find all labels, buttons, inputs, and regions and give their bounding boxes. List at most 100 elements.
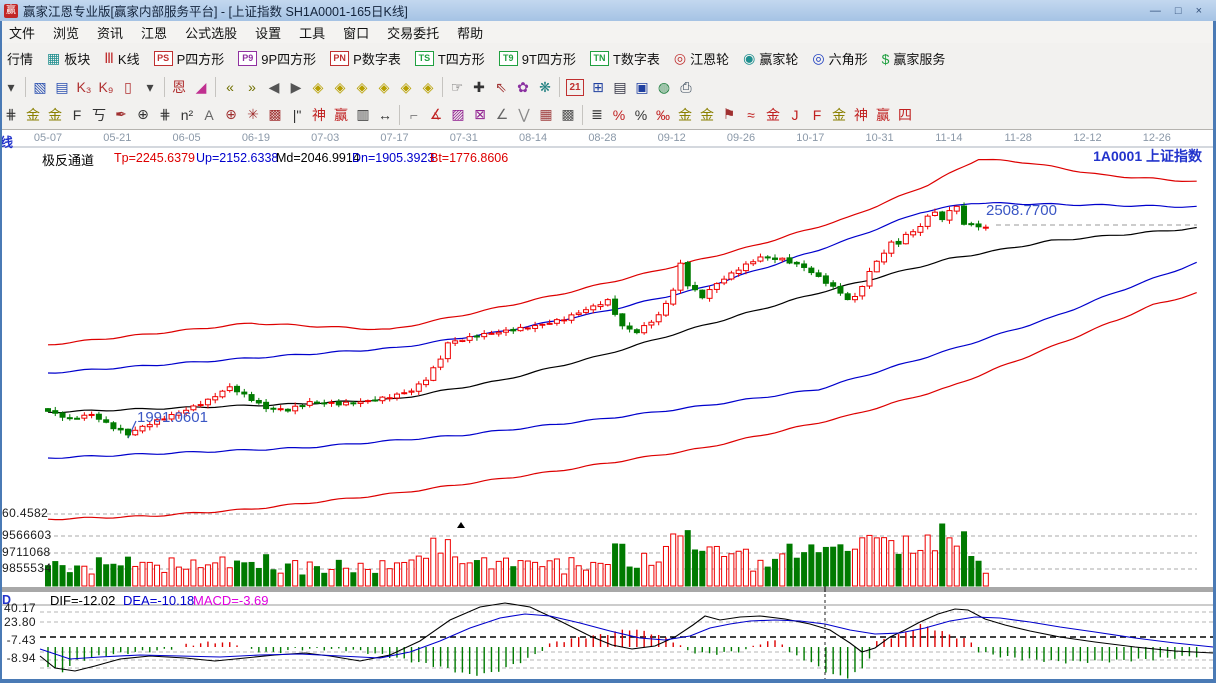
gold-angle-icon[interactable]: 金 xyxy=(766,106,780,123)
candle-type-icon[interactable]: ▯ xyxy=(124,78,132,95)
fan-lines-icon[interactable]: ∡ xyxy=(429,106,443,122)
menu-item[interactable]: 资讯 xyxy=(97,25,124,41)
quote-info-icon[interactable]: ▤ xyxy=(55,78,69,95)
last-page-icon[interactable]: » xyxy=(248,79,256,95)
menu-item[interactable]: 帮助 xyxy=(457,25,484,41)
wave-gold-icon[interactable]: ≈ xyxy=(747,106,755,123)
symbol-label[interactable]: 1A0001 上证指数 xyxy=(1093,148,1202,164)
shen-grid-icon[interactable]: 神 xyxy=(312,106,326,123)
menu-item[interactable]: 文件 xyxy=(9,25,36,41)
zoom-in-icon[interactable]: ◈ xyxy=(378,78,390,95)
fine-grid-icon[interactable]: ⋕ xyxy=(159,106,171,122)
gann-box-icon[interactable]: ✿ xyxy=(517,78,529,95)
compress-icon[interactable]: ◈ xyxy=(400,78,412,95)
price-chart-canvas[interactable] xyxy=(0,129,1216,683)
menu-item[interactable]: 交易委托 xyxy=(387,25,440,41)
export-icon[interactable]: ◍ xyxy=(657,78,671,95)
zone-zoom-icon[interactable]: ▧ xyxy=(33,78,47,95)
gold-ray-icon[interactable]: 金 xyxy=(832,106,846,123)
grid-box-icon[interactable]: ▦ xyxy=(539,106,553,122)
smart-lines-icon[interactable]: ❋ xyxy=(539,78,551,95)
toolbar-sectors[interactable]: ▦ 板块 xyxy=(40,47,97,70)
pointer-delete-icon[interactable]: ⇖ xyxy=(495,78,507,95)
toolbar-gann-wheel[interactable]: ◎ 江恩轮 xyxy=(667,47,736,70)
prev-bar-icon[interactable]: ◀ xyxy=(268,78,280,95)
menu-item[interactable]: 江恩 xyxy=(141,25,168,41)
shift-right-icon[interactable]: ◈ xyxy=(334,78,346,95)
indicator-name[interactable]: 极反通道 xyxy=(42,153,95,168)
save-icon[interactable]: ▣ xyxy=(635,78,649,95)
time-grid-icon[interactable]: ⋕ xyxy=(5,106,17,122)
cross-box-icon[interactable]: ⊠ xyxy=(474,106,486,122)
quote-lines-icon[interactable]: |" xyxy=(292,106,302,123)
toolbar-t-table[interactable]: TN T数字表 xyxy=(583,47,667,70)
percent-icon[interactable]: % xyxy=(634,106,648,123)
gold-grid-icon[interactable]: 金 xyxy=(48,106,62,123)
menu-item[interactable]: 窗口 xyxy=(343,25,370,41)
fan-box-icon[interactable]: ▨ xyxy=(451,106,465,122)
square-of-nine-icon[interactable]: n² xyxy=(180,106,194,123)
kline-9-icon[interactable]: K₉ xyxy=(98,79,114,95)
circle-cycle-icon[interactable]: ⊕ xyxy=(137,106,149,122)
angle-line-icon[interactable]: ∠ xyxy=(495,106,509,122)
web-grid-icon[interactable]: ▩ xyxy=(268,106,282,122)
toolbar-kline[interactable]: Ⅲ K线 xyxy=(97,47,146,70)
menu-item[interactable]: 浏览 xyxy=(53,25,80,41)
right-angle-icon[interactable]: ⌐ xyxy=(409,106,419,123)
toolbar-quotes[interactable]: 行情 xyxy=(0,47,40,70)
star-grid-icon[interactable]: ✳ xyxy=(247,106,259,122)
toolbar-t-square[interactable]: TS T四方形 xyxy=(408,47,492,70)
first-page-icon[interactable]: « xyxy=(226,79,234,95)
j-angle-icon[interactable]: J xyxy=(791,106,799,123)
percent-line-icon[interactable]: % xyxy=(612,106,626,123)
next-bar-icon[interactable]: ▶ xyxy=(290,78,302,95)
close-button[interactable]: × xyxy=(1195,4,1202,17)
pen-tool-icon[interactable]: ✒ xyxy=(115,106,127,122)
crosshair-tool-icon[interactable]: ✚ xyxy=(473,78,485,95)
ying-grid-icon[interactable]: 赢 xyxy=(334,106,348,123)
cycle-grid-icon[interactable]: 丂 xyxy=(92,106,106,123)
minimize-button[interactable]: — xyxy=(1149,4,1161,17)
f-angle-icon[interactable]: F xyxy=(812,106,822,123)
expand-icon[interactable]: ◈ xyxy=(422,78,434,95)
gold-level-icon[interactable]: 金 xyxy=(700,106,714,123)
gann-tools-icon[interactable]: 恩 xyxy=(172,79,186,95)
styles-dropdown[interactable]: ▾ xyxy=(7,78,15,95)
toolbar-9p-square[interactable]: P9 9P四方形 xyxy=(231,47,323,70)
menu-item[interactable]: 工具 xyxy=(299,25,326,41)
hand-tool-icon[interactable]: ☞ xyxy=(450,78,464,95)
candle-type-dropdown[interactable]: ▾ xyxy=(146,78,154,95)
toolbar-p-square[interactable]: PS P四方形 xyxy=(147,47,232,70)
calculator-icon[interactable]: ⊞ xyxy=(592,78,604,95)
mirror-tool-icon[interactable]: A xyxy=(204,106,214,123)
level-bars-icon[interactable]: ≣ xyxy=(591,106,603,122)
kline-3-icon[interactable]: K₃ xyxy=(76,79,92,95)
maximize-button[interactable]: □ xyxy=(1174,4,1182,17)
shen-angle-icon[interactable]: 神 xyxy=(854,106,868,123)
four-angle-icon[interactable]: 四 xyxy=(898,106,912,123)
calendar-icon[interactable]: 21 xyxy=(566,78,584,96)
menu-item[interactable]: 公式选股 xyxy=(185,25,238,41)
shift-left-icon[interactable]: ◈ xyxy=(312,78,324,95)
ying-angle-icon[interactable]: 赢 xyxy=(876,106,890,123)
fib-grid-icon[interactable]: F xyxy=(72,106,82,123)
menu-item[interactable]: 设置 xyxy=(255,25,282,41)
macd-pane-label[interactable]: D xyxy=(2,593,12,607)
zoom-out-icon[interactable]: ◈ xyxy=(356,78,368,95)
volume-profile-icon[interactable]: ◢ xyxy=(195,78,207,95)
percent-lines-icon[interactable]: ‰ xyxy=(656,106,670,123)
v-line-icon[interactable]: ⋁ xyxy=(518,106,530,122)
width-measure-icon[interactable]: ↔ xyxy=(378,106,392,123)
toolbar-winner-wheel[interactable]: ◉ 赢家轮 xyxy=(736,47,805,70)
ruler-123-icon[interactable]: ▥ xyxy=(356,106,370,122)
toolbar-hexagon[interactable]: ◎ 六角形 xyxy=(805,47,874,70)
flag-pen-icon[interactable]: ⚑ xyxy=(722,106,736,122)
title-bar[interactable]: 赢 赢家江恩专业版[赢家内部服务平台] - [上证指数 SH1A0001-165… xyxy=(0,0,1216,22)
toolbar-p-table[interactable]: PN P数字表 xyxy=(323,47,408,70)
compass-icon[interactable]: ⊕ xyxy=(225,106,237,122)
gold-grid-v-icon[interactable]: 金 xyxy=(26,106,40,123)
dense-grid-icon[interactable]: ▩ xyxy=(561,106,575,122)
toolbar-9t-square[interactable]: T9 9T四方形 xyxy=(492,47,583,70)
gold-circle-icon[interactable]: 金 xyxy=(678,106,692,123)
kline-left-tab[interactable]: 线 xyxy=(0,135,14,150)
